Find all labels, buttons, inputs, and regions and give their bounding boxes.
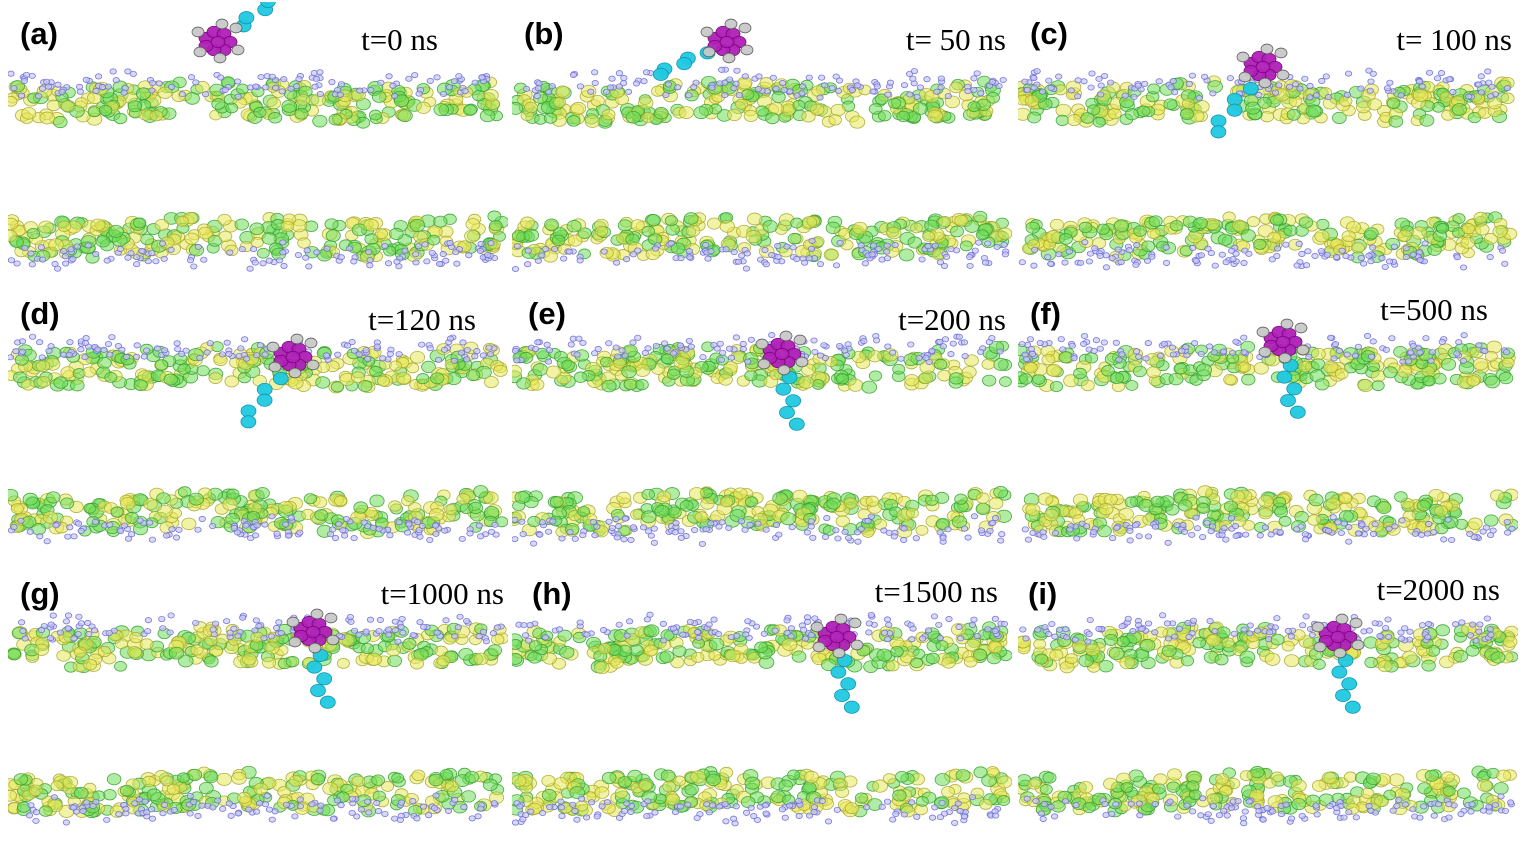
time-label: t=500 ns xyxy=(1380,292,1488,327)
panel-d: (d) t=120 ns xyxy=(8,282,508,562)
panel-c: (c) t= 100 ns xyxy=(1018,2,1518,282)
membrane-scene xyxy=(1018,318,1518,546)
panel-e: (e) t=200 ns xyxy=(512,282,1012,562)
panel-f: (f) t=500 ns xyxy=(1018,282,1518,562)
membrane-scene xyxy=(512,18,1012,273)
time-label: t=1500 ns xyxy=(874,574,998,609)
panel-label: (c) xyxy=(1030,16,1068,51)
time-label: t=0 ns xyxy=(361,22,438,57)
time-label: t=2000 ns xyxy=(1376,572,1500,607)
membrane-scene xyxy=(8,333,508,545)
panel-label: (a) xyxy=(20,16,58,51)
time-label: t=1000 ns xyxy=(380,576,504,611)
panel-i: (i) t=2000 ns xyxy=(1018,562,1518,842)
time-label: t= 50 ns xyxy=(905,22,1006,57)
panel-a: (a) t=0 ns xyxy=(8,2,508,282)
membrane-scene xyxy=(1018,612,1518,827)
time-label: t=200 ns xyxy=(898,302,1006,337)
membrane-scene xyxy=(1018,43,1518,271)
panel-label: (i) xyxy=(1028,576,1058,611)
membrane-scene xyxy=(8,2,508,272)
panel-label: (g) xyxy=(20,576,60,611)
panel-g: (g) t=1000 ns xyxy=(8,562,508,842)
panel-label: (b) xyxy=(524,16,564,51)
panel-label: (d) xyxy=(20,296,60,331)
time-label: t=120 ns xyxy=(368,302,476,337)
panel-label: (h) xyxy=(532,576,572,611)
panel-h: (h) t=1500 ns xyxy=(512,562,1012,842)
time-label: t= 100 ns xyxy=(1396,22,1512,57)
membrane-scene xyxy=(512,330,1012,547)
panel-label: (e) xyxy=(528,296,566,331)
panel-b: (b) t= 50 ns xyxy=(512,2,1012,282)
membrane-scene xyxy=(512,611,1012,827)
membrane-scene xyxy=(8,608,508,826)
panel-label: (f) xyxy=(1030,296,1061,331)
